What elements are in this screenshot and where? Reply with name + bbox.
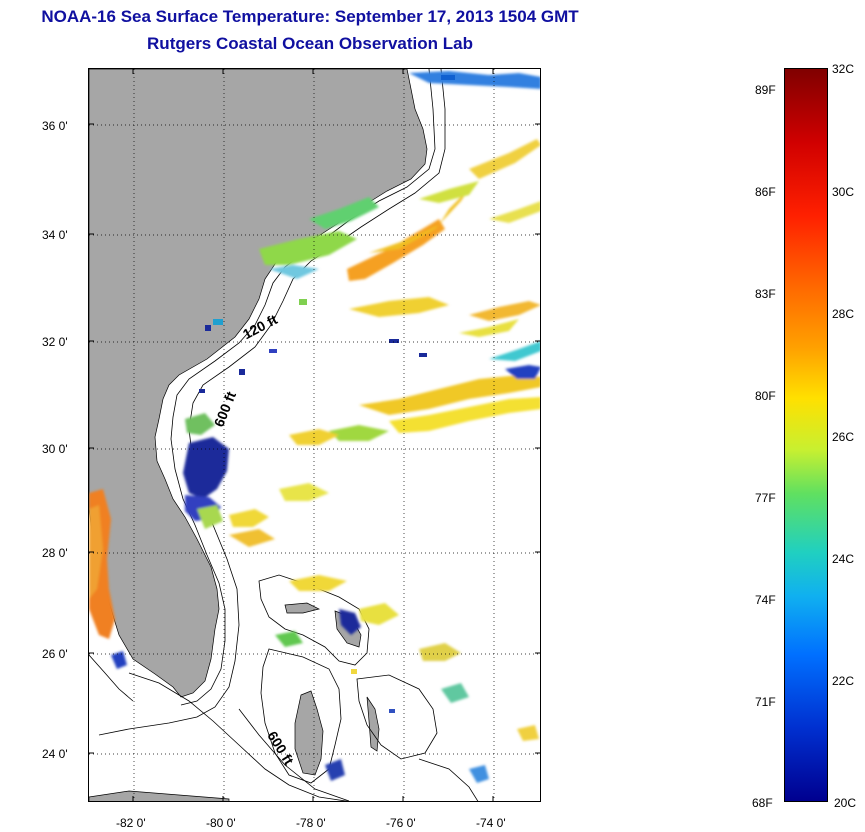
lon-label-82: -82 0' [116,816,146,830]
cbar-label-89f: 89F [755,83,776,97]
sst-speckles [199,75,455,713]
cbar-label-24c: 24C [832,552,855,566]
lat-label-26: 26 0' [42,647,68,661]
cbar-label-20c: 20C [834,796,857,810]
cbar-label-28c: 28C [832,307,855,321]
cbar-label-83f: 83F [755,287,776,301]
cbar-label-32c: 32C [832,62,855,76]
lat-label-28: 28 0' [42,546,68,560]
lat-label-36: 36 0' [42,119,68,133]
lat-label-34: 34 0' [42,228,68,242]
cbar-label-86f: 86F [755,185,776,199]
cbar-label-77f: 77F [755,491,776,505]
island-cuba [89,790,230,801]
lat-label-30: 30 0' [42,442,68,456]
island-grand-bahama [284,602,321,614]
lon-label-78: -78 0' [296,816,326,830]
bathymetry-contours [89,69,479,801]
lat-label-24: 24 0' [42,747,68,761]
sst-data-patches [89,71,540,783]
sst-map: 120 ft 600 ft 600 ft [88,68,541,802]
map-title: NOAA-16 Sea Surface Temperature: Septemb… [41,7,579,26]
lat-label-32: 32 0' [42,335,68,349]
cbar-label-26c: 26C [832,430,855,444]
map-subtitle: Rutgers Coastal Ocean Observation Lab [147,34,473,53]
cbar-label-30c: 30C [832,185,855,199]
lon-label-80: -80 0' [206,816,236,830]
cbar-label-80f: 80F [755,389,776,403]
sst-map-svg: 120 ft 600 ft 600 ft [89,69,540,801]
cbar-label-68f: 68F [752,796,773,810]
cbar-label-74f: 74F [755,593,776,607]
cbar-label-22c: 22C [832,674,855,688]
temperature-colorbar [784,68,828,802]
lon-label-76: -76 0' [386,816,416,830]
lon-label-74: -74 0' [476,816,506,830]
mainland-land [89,69,428,698]
cbar-label-71f: 71F [755,695,776,709]
